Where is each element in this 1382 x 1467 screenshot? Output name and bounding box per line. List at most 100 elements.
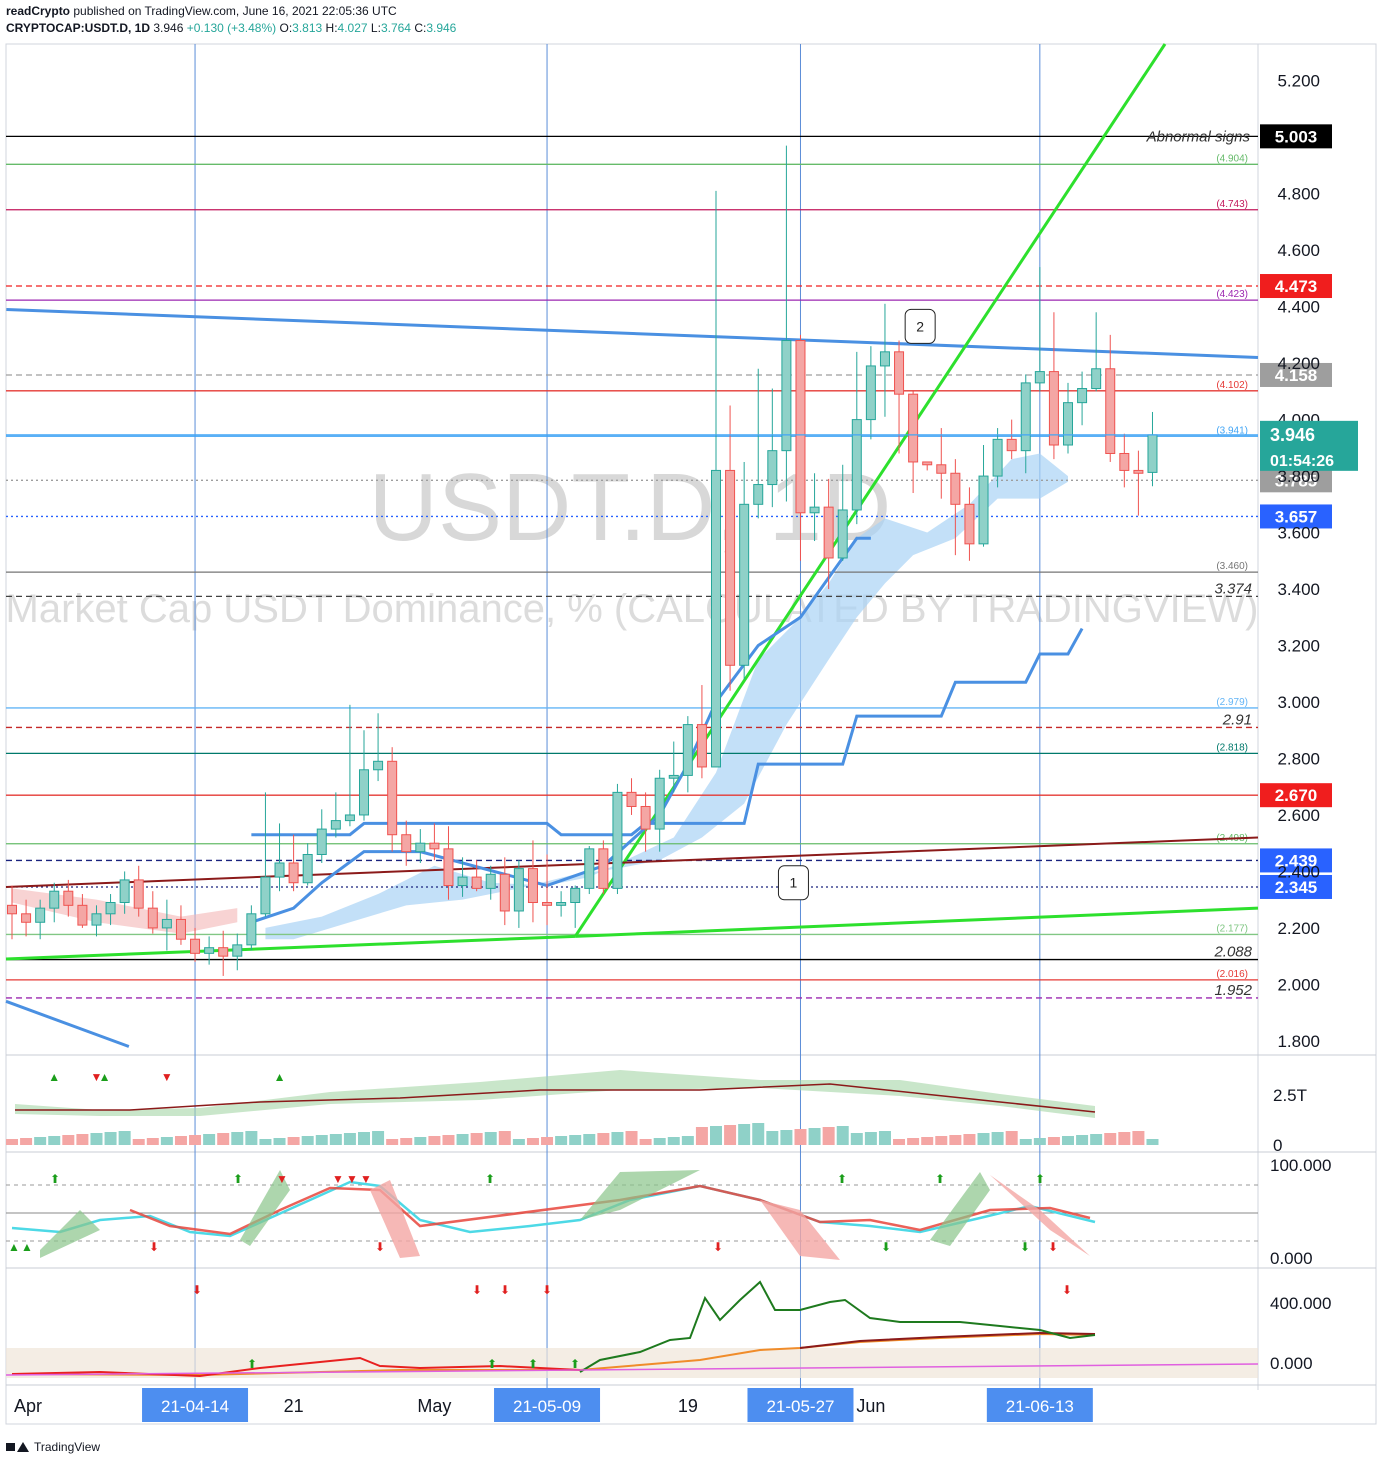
maroon-trendline: [5, 836, 1259, 888]
volume-bar: [893, 1139, 906, 1145]
signal-arrow-icon: ⬇: [881, 1240, 891, 1254]
volume-bar: [1118, 1132, 1131, 1145]
high-value: 4.027: [337, 21, 368, 35]
candle-body: [471, 876, 482, 889]
candle-body: [809, 506, 820, 514]
volume-bar: [949, 1135, 962, 1145]
volume-bar: [1090, 1134, 1103, 1145]
volume-band: [15, 1070, 1095, 1118]
signal-arrow-icon: ⬆: [50, 1172, 60, 1186]
y-tick-label: 3.400: [1277, 580, 1320, 599]
candle-body: [1048, 371, 1059, 446]
candle-body: [542, 902, 553, 906]
signal-arrow-icon: ⬆: [485, 1172, 495, 1186]
level-badge-text: 5.003: [1275, 127, 1318, 146]
candle-body: [387, 760, 398, 836]
volume-bar: [245, 1131, 258, 1145]
panel1-tick: 0: [1273, 1136, 1282, 1155]
y-tick-label: 2.600: [1277, 806, 1320, 825]
signal-arrow-icon: ▲: [274, 1070, 286, 1084]
signal-arrow-icon: ⬇: [1062, 1283, 1072, 1297]
candle-body: [682, 724, 693, 776]
volume-bar: [1076, 1135, 1089, 1145]
volume-bar: [428, 1136, 441, 1145]
volume-bar: [583, 1134, 596, 1145]
volume-bar: [1062, 1136, 1074, 1145]
signal-arrow-icon: ⬆: [1035, 1172, 1045, 1186]
signal-arrow-icon: ▲: [99, 1070, 111, 1084]
date-badge-text: 21-05-27: [766, 1397, 834, 1416]
candle-body: [556, 902, 567, 906]
volume-bar: [850, 1133, 863, 1145]
level-badge-text: 2.439: [1275, 851, 1318, 870]
volume-bar: [160, 1137, 173, 1145]
signal-arrow-icon: ⬇: [192, 1283, 202, 1297]
volume-bar: [526, 1138, 539, 1145]
candle-body: [302, 853, 313, 884]
volume-bar: [555, 1136, 568, 1145]
candle-body: [725, 469, 736, 666]
candle-body: [908, 393, 919, 463]
volume-bar: [203, 1134, 216, 1145]
author-name[interactable]: readCrypto: [6, 4, 71, 18]
osc-area: [370, 1180, 420, 1258]
level-badge: [1260, 124, 1332, 149]
volume-bar: [484, 1132, 497, 1145]
green-support-line: [5, 934, 576, 961]
volume-bar: [1132, 1131, 1145, 1145]
volume-bar: [569, 1135, 582, 1145]
signal-arrow-icon: ▲: [21, 1240, 33, 1254]
candle-body: [922, 461, 933, 466]
level-label: (3.460): [1216, 561, 1248, 572]
level-badge-text: 3.785: [1275, 471, 1318, 490]
candle-body: [274, 862, 285, 878]
signal-arrow-icon: ⬆: [487, 1357, 497, 1371]
volume-bar: [738, 1124, 751, 1145]
panel2-tick: 0.000: [1270, 1249, 1313, 1268]
level-badge: [1260, 783, 1332, 808]
candle-body: [837, 509, 848, 559]
volume-bar: [1033, 1138, 1046, 1145]
level-badge: [1260, 874, 1332, 899]
signal-arrow-icon: ⬆: [570, 1357, 580, 1371]
volume-ma-line: [15, 1083, 1096, 1113]
candle-body: [795, 340, 806, 514]
y-tick-label: 3.600: [1277, 524, 1320, 543]
signal-arrow-icon: ⬇: [375, 1240, 385, 1254]
tradingview-footer[interactable]: TradingView: [6, 1440, 100, 1454]
candle-body: [204, 947, 215, 954]
low-value: 3.764: [380, 21, 411, 35]
publish-info: published on TradingView.com, June 16, 2…: [73, 4, 397, 18]
level-label: (2.818): [1216, 742, 1248, 753]
signal-arrow-icon: ⬆: [247, 1357, 257, 1371]
callout-box: [904, 308, 936, 344]
signal-arrow-icon: ▼: [91, 1070, 103, 1084]
callout-label: 1: [790, 875, 798, 891]
candle-body: [133, 879, 144, 909]
volume-bar: [287, 1137, 300, 1145]
abnormal-signs-label: Abnormal signs: [1146, 128, 1251, 145]
candle-body: [288, 862, 299, 884]
signal-arrow-icon: ▲: [48, 1070, 60, 1084]
candle-body: [513, 868, 524, 912]
y-tick-label: 4.200: [1277, 354, 1320, 373]
date-badge-text: 21-05-09: [513, 1397, 581, 1416]
tradingview-logo-icon: [6, 1441, 30, 1453]
candle-body: [443, 848, 454, 887]
candle-body: [711, 469, 721, 768]
y-tick-label: 4.400: [1277, 298, 1320, 317]
volume-bar: [921, 1137, 934, 1145]
current-price-text: 3.946: [1270, 425, 1315, 445]
volume-bar: [794, 1129, 807, 1145]
symbol-label: CRYPTOCAP:USDT.D, 1D: [6, 21, 151, 35]
signal-arrow-icon: ▼: [332, 1172, 344, 1186]
volume-bar: [864, 1132, 877, 1145]
signal-arrow-icon: ⬆: [837, 1172, 847, 1186]
candle-body: [175, 918, 186, 940]
candle-body: [1063, 402, 1073, 446]
volume-bar: [597, 1133, 610, 1145]
candle-body: [1034, 371, 1045, 384]
candle-body: [161, 918, 172, 929]
signal-arrow-icon: ▼: [161, 1070, 173, 1084]
